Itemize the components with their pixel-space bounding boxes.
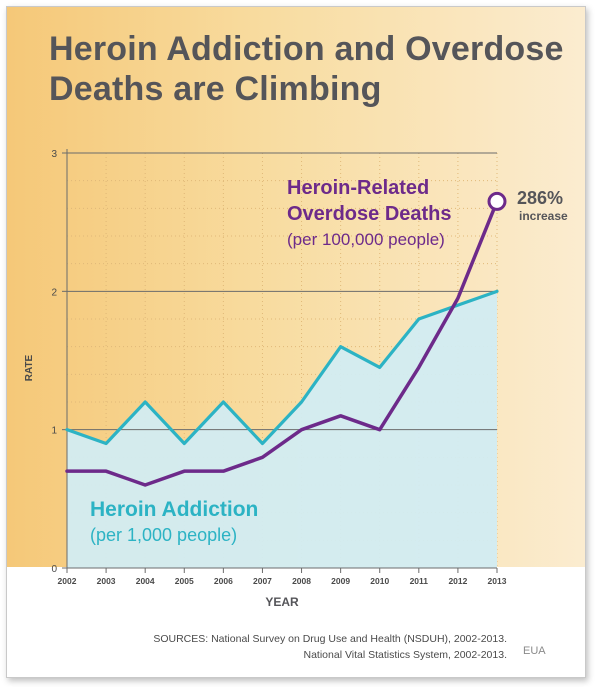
y-tick-label: 2 <box>51 287 57 298</box>
addiction-label: Heroin Addiction <box>90 498 258 521</box>
x-tick-label: 2004 <box>136 576 155 586</box>
x-tick-label: 2008 <box>292 576 311 586</box>
y-tick-label: 1 <box>51 426 57 437</box>
addiction-line <box>65 289 499 446</box>
y-tick-label: 0 <box>51 564 57 575</box>
x-tick-label: 2005 <box>175 576 194 586</box>
x-tick-label: 2006 <box>214 576 233 586</box>
y-tick-label: 3 <box>51 149 57 160</box>
title-line-1: Heroin Addiction and Overdose <box>49 30 564 68</box>
x-tick-label: 2003 <box>97 576 116 586</box>
overdose-line <box>65 199 499 487</box>
addiction-unit-note: (per 1,000 people) <box>90 525 237 545</box>
overdose-label-line-2: Overdose Deaths <box>287 203 452 225</box>
sources-note: SOURCES: National Survey on Drug Use and… <box>153 631 507 663</box>
sources-line-2: National Vital Statistics System, 2002-2… <box>303 649 508 661</box>
x-tick-label: 2012 <box>448 576 467 586</box>
y-axis-title: RATE <box>24 354 35 381</box>
x-tick-label: 2010 <box>370 576 389 586</box>
x-tick-label: 2002 <box>58 576 77 586</box>
chart-title: Heroin Addiction and Overdose Deaths are… <box>49 29 579 109</box>
overdose-end-marker <box>487 191 507 211</box>
annotation-value: 286% <box>517 188 563 208</box>
x-tick-label: 2011 <box>410 576 429 586</box>
title-line-2: Deaths are Climbing <box>49 70 382 108</box>
x-tick-label: 2007 <box>253 576 272 586</box>
annotation-text: increase <box>519 209 568 223</box>
x-tick-label: 2013 <box>488 576 507 586</box>
overdose-unit-note: (per 100,000 people) <box>287 230 445 249</box>
overdose-label-line-1: Heroin-Related <box>287 177 429 199</box>
sources-line-1: SOURCES: National Survey on Drug Use and… <box>153 633 507 645</box>
x-tick-label: 2009 <box>331 576 350 586</box>
credit-label: EUA <box>523 645 546 657</box>
x-axis-title: YEAR <box>265 595 299 609</box>
